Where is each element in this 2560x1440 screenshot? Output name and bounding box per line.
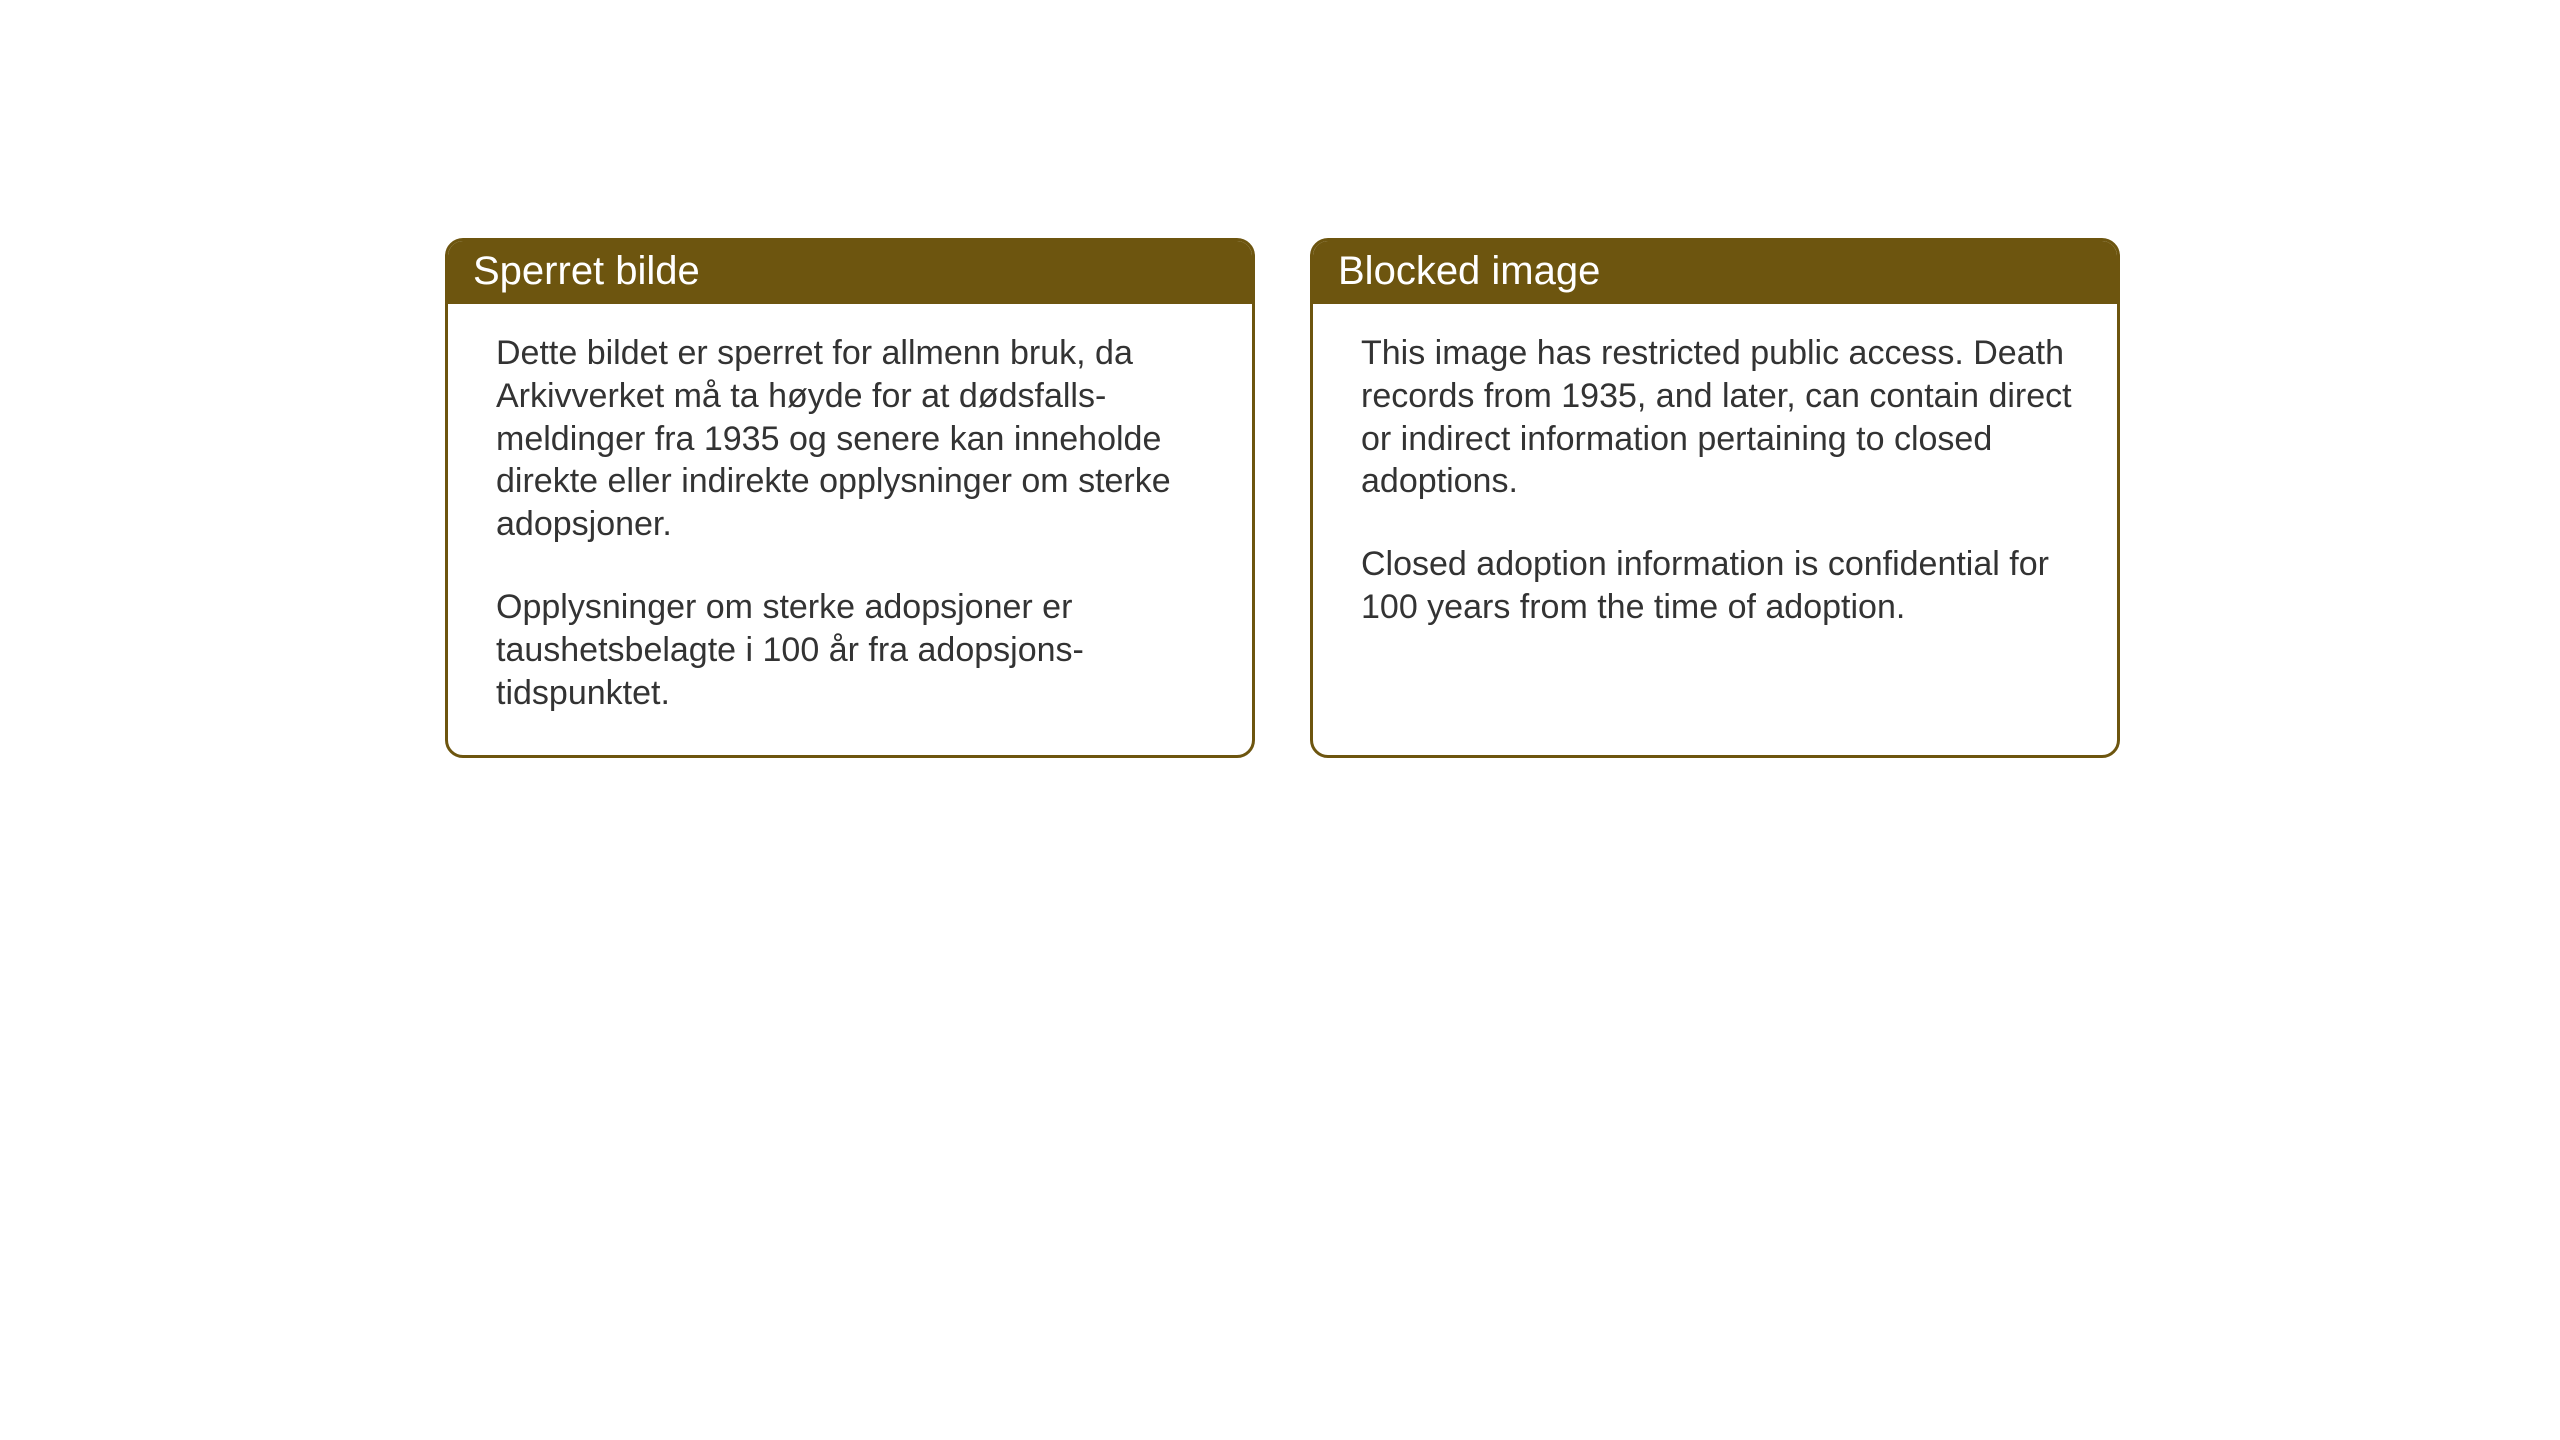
norwegian-paragraph-2: Opplysninger om sterke adopsjoner er tau…	[496, 586, 1212, 714]
norwegian-card-title: Sperret bilde	[448, 241, 1252, 304]
english-card-body: This image has restricted public access.…	[1313, 304, 2117, 669]
english-paragraph-1: This image has restricted public access.…	[1361, 332, 2077, 503]
norwegian-notice-card: Sperret bilde Dette bildet er sperret fo…	[445, 238, 1255, 758]
english-card-title: Blocked image	[1313, 241, 2117, 304]
english-notice-card: Blocked image This image has restricted …	[1310, 238, 2120, 758]
norwegian-card-body: Dette bildet er sperret for allmenn bruk…	[448, 304, 1252, 755]
norwegian-paragraph-1: Dette bildet er sperret for allmenn bruk…	[496, 332, 1212, 546]
english-paragraph-2: Closed adoption information is confident…	[1361, 543, 2077, 629]
notice-container: Sperret bilde Dette bildet er sperret fo…	[445, 238, 2120, 758]
